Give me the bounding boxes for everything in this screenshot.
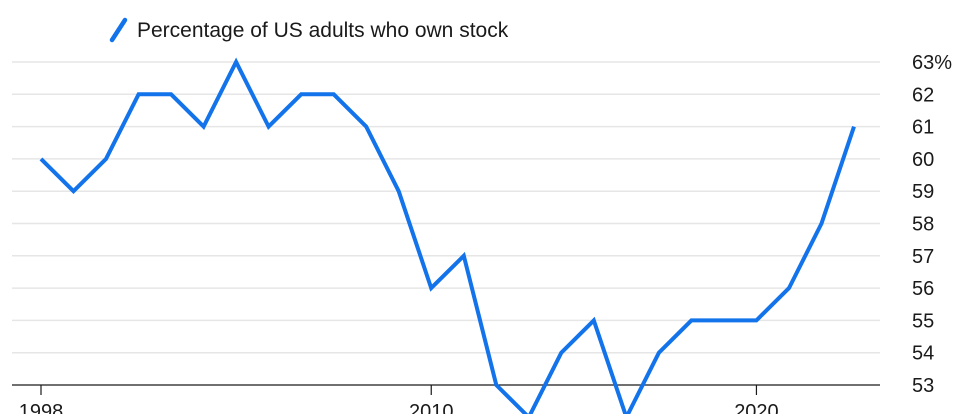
y-tick-label: 61 (912, 117, 934, 139)
y-tick-label: 54 (912, 343, 934, 365)
x-tick-label: 2020 (734, 401, 779, 414)
x-tick-label: 1998 (19, 401, 64, 414)
legend: Percentage of US adults who own stock (112, 19, 509, 42)
x-tick-label: 2010 (409, 401, 454, 414)
y-tick-label: 56 (912, 278, 934, 300)
gridlines (12, 62, 880, 353)
legend-label: Percentage of US adults who own stock (137, 19, 509, 42)
legend-swatch-icon (112, 20, 125, 40)
series-line (41, 62, 854, 414)
y-tick-label: 58 (912, 214, 934, 236)
y-tick-label: 60 (912, 149, 934, 171)
axes: 63% 62 61 60 59 58 57 56 55 54 53 1998 2010 2020 (12, 52, 952, 414)
y-tick-label: 63% (912, 52, 952, 74)
y-tick-label: 59 (912, 181, 934, 203)
y-tick-label: 57 (912, 246, 934, 268)
y-tick-label: 55 (912, 310, 934, 332)
series-lines (41, 62, 854, 414)
y-tick-label: 53 (912, 375, 934, 397)
y-tick-label: 62 (912, 84, 934, 106)
